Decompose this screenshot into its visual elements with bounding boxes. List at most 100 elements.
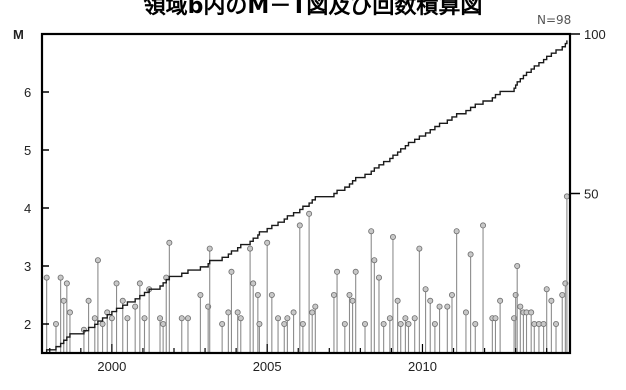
magnitude-point	[497, 297, 504, 304]
magnitude-point	[160, 320, 167, 327]
magnitude-point	[528, 309, 535, 316]
magnitude-point	[237, 315, 244, 322]
magnitude-point	[492, 315, 499, 322]
magnitude-point	[228, 268, 235, 275]
magnitude-point	[57, 274, 64, 281]
magnitude-point	[436, 303, 443, 310]
magnitude-point	[197, 291, 204, 298]
right-tick-label: 50	[584, 187, 598, 202]
magnitude-point	[281, 320, 288, 327]
magnitude-point	[166, 239, 173, 246]
magnitude-point	[380, 320, 387, 327]
magnitude-point	[362, 320, 369, 327]
magnitude-point	[219, 320, 226, 327]
magnitude-point	[349, 297, 356, 304]
magnitude-point	[113, 280, 120, 287]
magnitude-point	[467, 251, 474, 258]
magnitude-point	[386, 315, 393, 322]
x-tick-label: 2005	[253, 359, 282, 374]
magnitude-point	[108, 315, 115, 322]
magnitude-point	[371, 257, 378, 264]
magnitude-point	[141, 315, 148, 322]
magnitude-point	[60, 297, 67, 304]
magnitude-point	[352, 268, 359, 275]
magnitude-point	[309, 309, 316, 316]
magnitude-point	[254, 291, 261, 298]
magnitude-point	[306, 210, 313, 217]
magnitude-point	[422, 286, 429, 293]
right-tick-label: 100	[584, 27, 606, 42]
magnitude-point	[275, 315, 282, 322]
magnitude-point	[427, 297, 434, 304]
magnitude-point	[416, 245, 423, 252]
left-axis-ticks: 2 3 4 5 6	[24, 85, 49, 332]
magnitude-point	[346, 291, 353, 298]
plot-frame	[40, 32, 572, 355]
magnitude-point	[119, 297, 126, 304]
left-tick-label: 5	[24, 143, 31, 158]
magnitude-point	[462, 309, 469, 316]
x-tick-label: 2000	[97, 359, 126, 374]
magnitude-point	[136, 280, 143, 287]
magnitude-point	[330, 291, 337, 298]
magnitude-point	[43, 274, 50, 281]
left-tick-label: 6	[24, 85, 31, 100]
magnitude-point	[184, 315, 191, 322]
event-count-label: N=98	[537, 13, 572, 27]
magnitude-point	[453, 228, 460, 235]
magnitude-point	[444, 303, 451, 310]
magnitude-point	[247, 245, 254, 252]
magnitude-point	[394, 297, 401, 304]
magnitude-point	[85, 297, 92, 304]
magnitude-point	[264, 239, 271, 246]
magnitude-point	[250, 280, 257, 287]
magnitude-point	[66, 309, 73, 316]
magnitude-point	[553, 320, 560, 327]
magnitude-point	[132, 303, 139, 310]
magnitude-stems	[43, 193, 570, 353]
magnitude-point	[206, 245, 213, 252]
left-axis-label: M	[13, 27, 24, 42]
magnitude-point	[296, 222, 303, 229]
magnitude-point	[517, 303, 524, 310]
x-axis-ticks: 2000 2005 2010	[49, 344, 548, 374]
magnitude-point	[397, 320, 404, 327]
magnitude-point	[63, 280, 70, 287]
right-axis-ticks: 50 100	[570, 27, 606, 202]
magnitude-point	[431, 320, 438, 327]
magnitude-point	[290, 309, 297, 316]
left-tick-label: 3	[24, 259, 31, 274]
magnitude-point	[299, 320, 306, 327]
magnitude-point	[472, 320, 479, 327]
chart-title: 領域b内のM－T図及び回数積算図	[143, 0, 483, 19]
magnitude-point	[268, 291, 275, 298]
magnitude-point	[124, 315, 131, 322]
magnitude-point	[540, 320, 547, 327]
magnitude-point	[312, 303, 319, 310]
magnitude-point	[99, 320, 106, 327]
magnitude-point	[284, 315, 291, 322]
magnitude-point	[52, 320, 59, 327]
magnitude-point	[559, 291, 566, 298]
x-tick-label: 2010	[408, 359, 437, 374]
magnitude-point	[389, 233, 396, 240]
magnitude-point	[234, 309, 241, 316]
magnitude-point	[402, 315, 409, 322]
magnitude-point	[94, 257, 101, 264]
magnitude-point	[543, 286, 550, 293]
magnitude-point	[256, 320, 263, 327]
magnitude-point	[405, 320, 412, 327]
magnitude-point	[548, 297, 555, 304]
magnitude-point	[368, 228, 375, 235]
magnitude-point	[375, 274, 382, 281]
magnitude-point	[157, 315, 164, 322]
left-tick-label: 2	[24, 317, 31, 332]
magnitude-point	[341, 320, 348, 327]
magnitude-point	[448, 291, 455, 298]
magnitude-point	[514, 262, 521, 269]
magnitude-point	[411, 315, 418, 322]
magnitude-point	[91, 315, 98, 322]
magnitude-point	[178, 315, 185, 322]
magnitude-point	[225, 309, 232, 316]
